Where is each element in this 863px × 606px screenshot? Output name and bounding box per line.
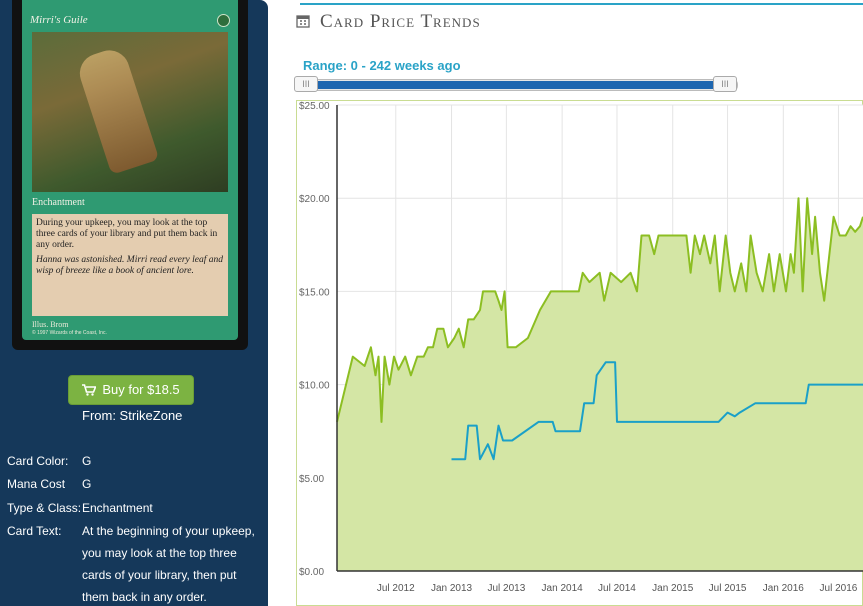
detail-label: Mana Cost xyxy=(7,477,66,491)
x-tick-label: Jul 2014 xyxy=(598,583,636,594)
calendar-icon xyxy=(296,14,310,33)
range-handle-start[interactable]: III xyxy=(294,76,318,92)
range-label: Range: 0 - 242 weeks ago xyxy=(303,58,461,73)
card-copyright: © 1997 Wizards of the Coast, Inc. xyxy=(32,330,107,336)
detail-label: Card Text: xyxy=(7,524,62,538)
detail-label: Card Color: xyxy=(7,454,69,468)
y-tick-label: $0.00 xyxy=(299,567,324,578)
illustration-figure xyxy=(74,45,160,175)
detail-value: Enchantment xyxy=(82,501,153,515)
card-frame: Mirri's Guile Enchantment During your up… xyxy=(22,0,238,340)
series-line xyxy=(336,197,863,423)
y-tick-label: $20.00 xyxy=(299,194,330,205)
buy-button-label: Buy for $18.5 xyxy=(102,382,180,397)
shopping-cart-icon xyxy=(82,378,98,406)
range-slider-fill xyxy=(298,81,718,89)
card-artist: Illus. Brom xyxy=(32,320,69,329)
card-text-box: During your upkeep, you may look at the … xyxy=(32,214,228,316)
x-tick-label: Jul 2013 xyxy=(487,583,525,594)
detail-value: At the beginning of your upkeep, you may… xyxy=(82,524,255,604)
x-tick-label: Jan 2013 xyxy=(431,583,473,594)
series-line xyxy=(451,361,863,461)
card-name: Mirri's Guile xyxy=(30,14,88,26)
card-type-line: Enchantment xyxy=(32,197,85,208)
buy-button[interactable]: Buy for $18.5 xyxy=(68,375,194,405)
x-tick-label: Jul 2012 xyxy=(377,583,415,594)
detail-value: G xyxy=(82,454,92,468)
detail-label: Type & Class: xyxy=(7,501,82,515)
x-tick-label: Jan 2015 xyxy=(652,583,694,594)
card-rules-text: During your upkeep, you may look at the … xyxy=(36,218,218,250)
card-illustration xyxy=(32,32,228,192)
card-flavor-text: Hanna was astonished. Mirri read every l… xyxy=(36,255,223,276)
x-tick-label: Jul 2015 xyxy=(709,583,747,594)
card-image-frame: Mirri's Guile Enchantment During your up… xyxy=(12,0,248,350)
detail-value: G xyxy=(82,477,92,491)
price-area xyxy=(337,198,863,571)
price-chart: $0.00 $5.00 $10.00 $15.00 $20.00 $25.00 Jul 20… xyxy=(296,100,863,606)
x-tick-label: Jul 2016 xyxy=(820,583,858,594)
y-tick-label: $5.00 xyxy=(299,474,324,485)
x-tick-label: Jan 2016 xyxy=(763,583,805,594)
range-slider[interactable]: III III xyxy=(294,76,738,92)
y-tick-label: $25.00 xyxy=(299,101,330,112)
range-handle-end[interactable]: III xyxy=(713,76,737,92)
x-tick-label: Jan 2014 xyxy=(542,583,584,594)
seller-name: From: StrikeZone xyxy=(82,408,183,423)
green-mana-icon xyxy=(217,14,230,27)
header-rule xyxy=(300,3,863,5)
card-sidebar: Mirri's Guile Enchantment During your up… xyxy=(0,0,268,606)
y-tick-label: $15.00 xyxy=(299,287,330,298)
y-tick-label: $10.00 xyxy=(299,381,330,392)
page-title: Card Price Trends xyxy=(320,11,481,32)
